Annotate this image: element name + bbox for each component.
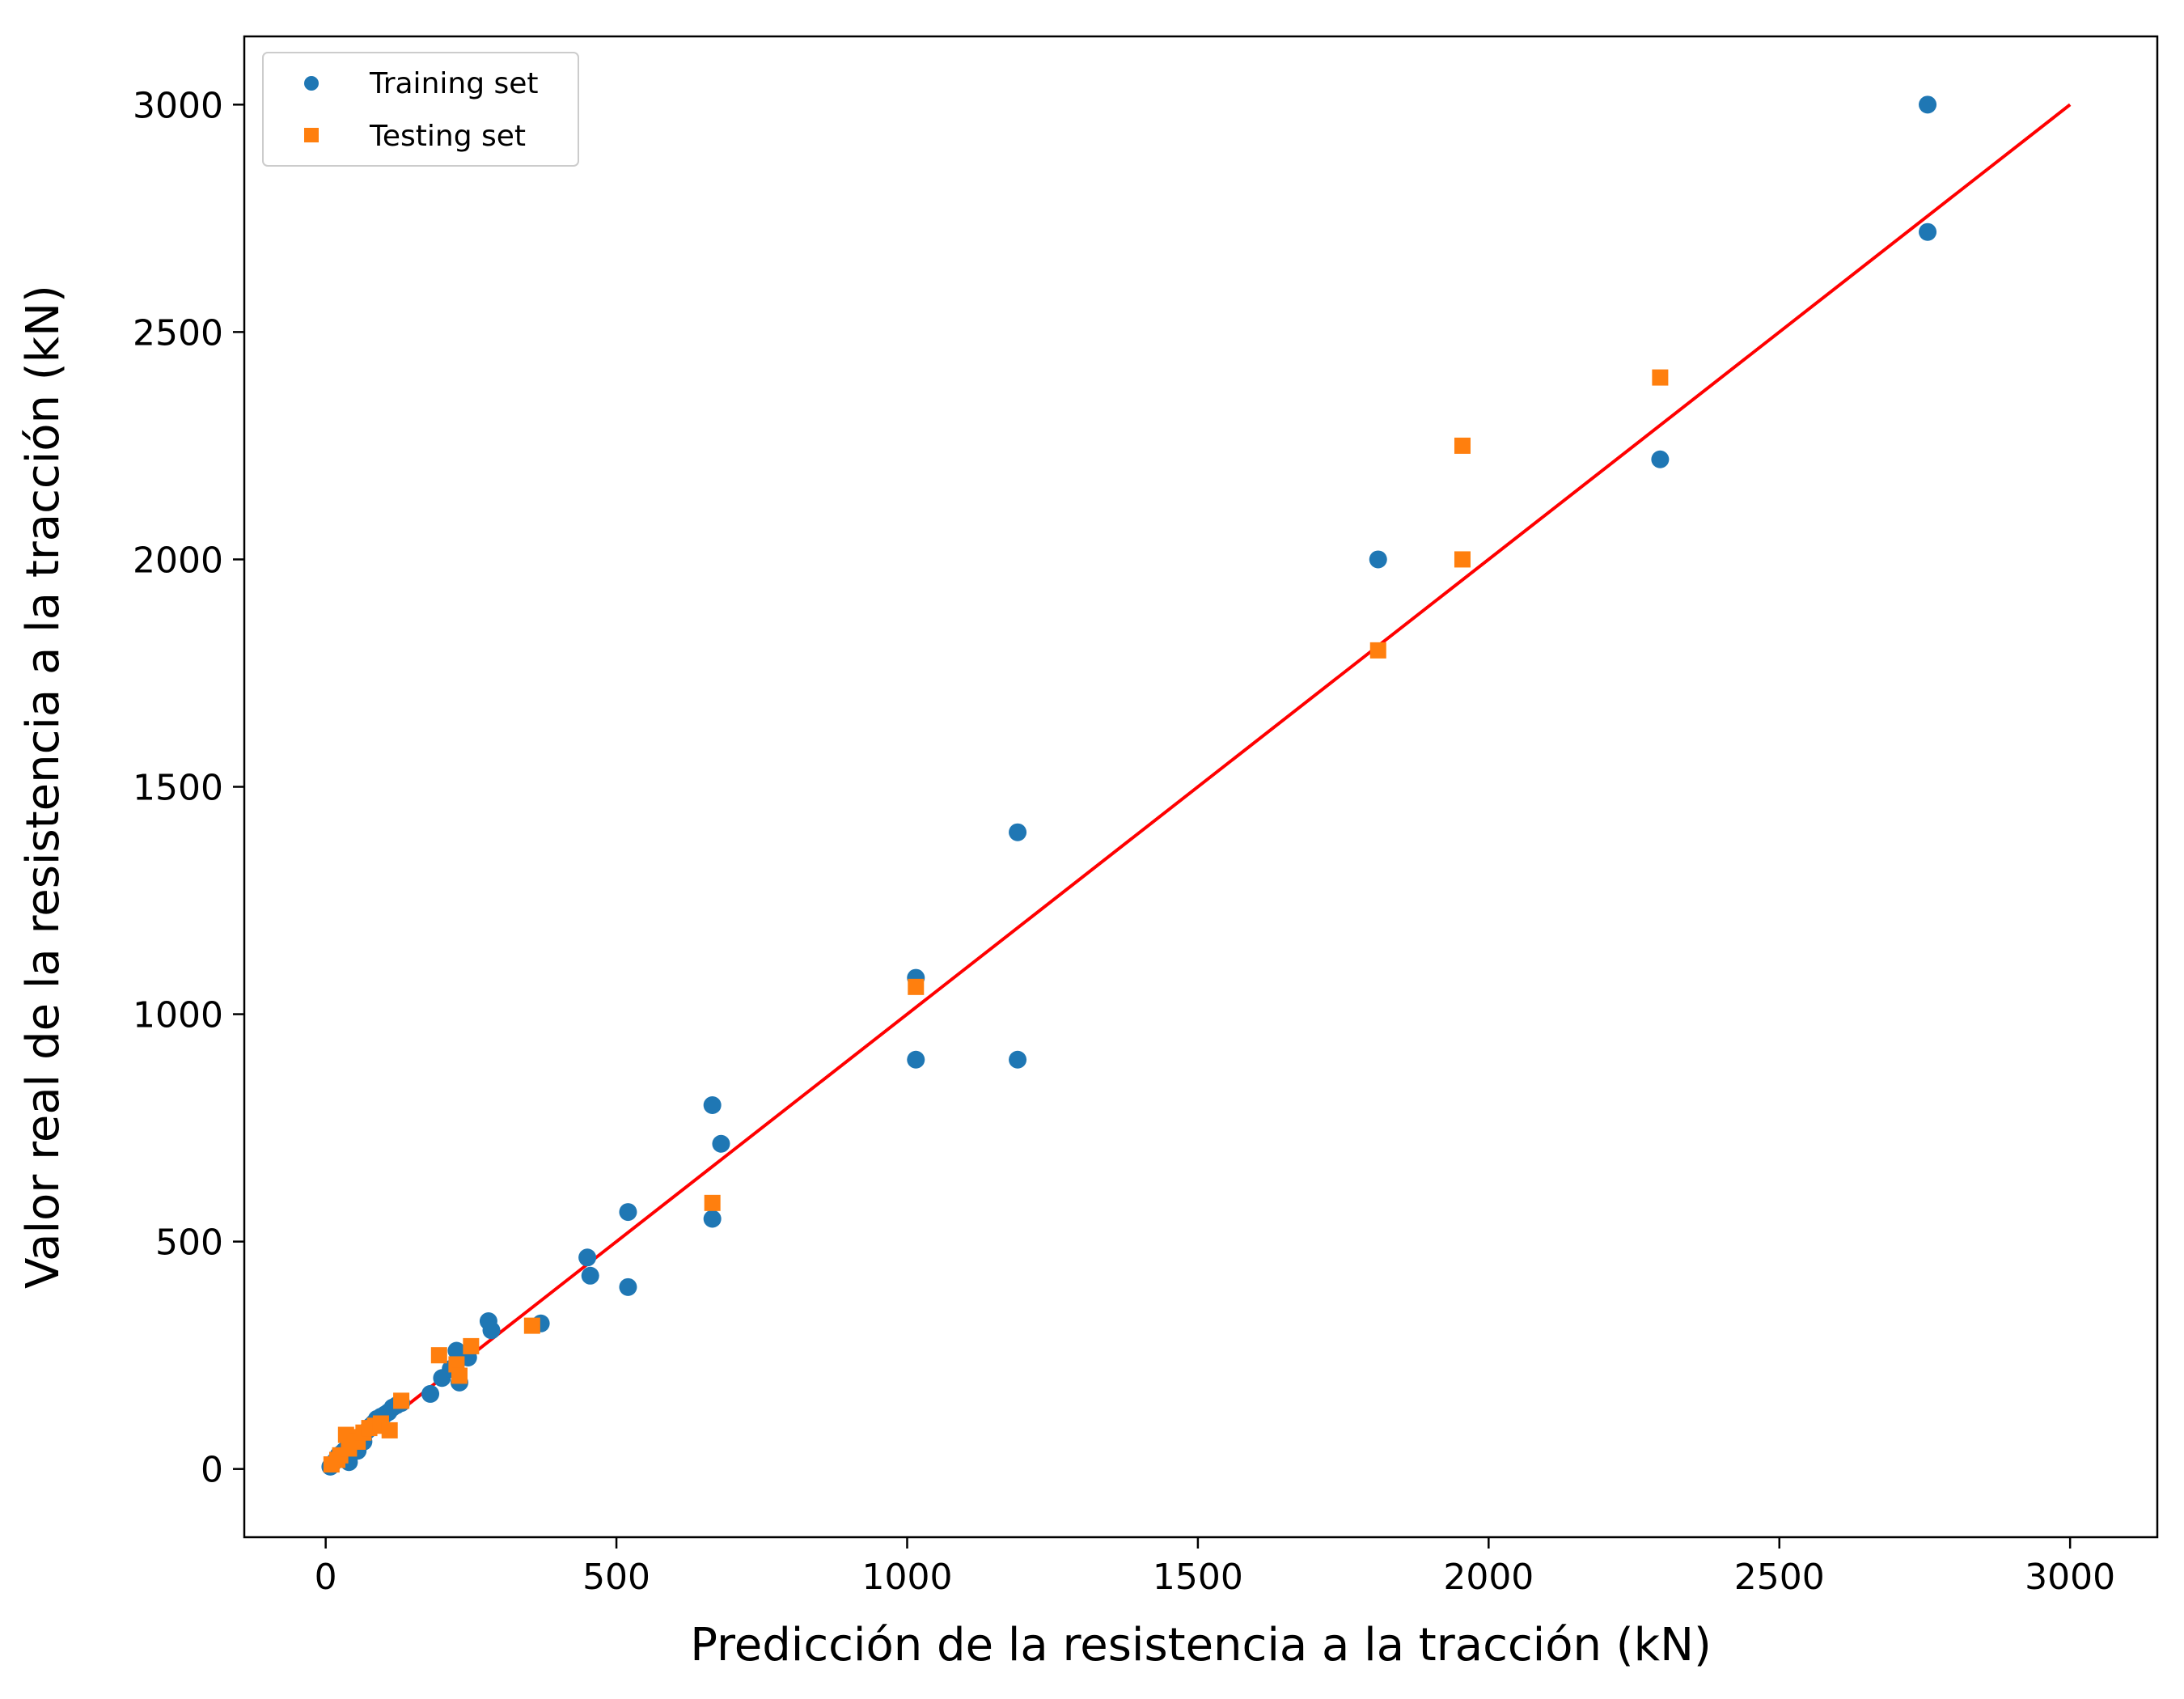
testing-point xyxy=(451,1367,468,1384)
training-point xyxy=(1009,823,1027,841)
x-axis-ticks: 0 500 1000 1500 2000 2500 3000 xyxy=(315,1537,2115,1598)
y-axis-ticks: 0 500 1000 1500 2000 2500 3000 xyxy=(133,85,244,1491)
x-tick-label: 3000 xyxy=(2025,1557,2115,1598)
testing-point xyxy=(381,1421,398,1438)
x-tick-label: 1000 xyxy=(861,1557,952,1598)
testing-point xyxy=(1652,369,1669,386)
x-tick-label: 500 xyxy=(582,1557,650,1598)
x-tick-label: 2500 xyxy=(1734,1557,1825,1598)
training-point xyxy=(1919,222,1937,241)
testing-point xyxy=(1369,642,1386,659)
y-tick-label: 2500 xyxy=(133,312,223,354)
training-point xyxy=(1651,450,1670,468)
testing-point xyxy=(1454,551,1471,568)
training-point xyxy=(421,1384,440,1403)
training-point xyxy=(712,1134,730,1153)
training-point xyxy=(1009,1050,1027,1069)
legend-box xyxy=(262,52,579,167)
y-axis-label: Valor real de la resistencia a la tracci… xyxy=(17,285,70,1289)
testing-point xyxy=(430,1347,447,1364)
y-tick-label: 3000 xyxy=(133,85,223,126)
legend-marker-training xyxy=(304,76,319,91)
legend-label-testing: Testing set xyxy=(369,120,526,153)
training-point xyxy=(1369,550,1387,569)
y-tick-label: 2000 xyxy=(133,540,223,581)
legend: Training set Testing set xyxy=(262,52,579,167)
testing-point xyxy=(908,978,925,995)
x-tick-label: 2000 xyxy=(1443,1557,1534,1598)
training-point xyxy=(703,1210,722,1228)
testing-point xyxy=(523,1317,540,1334)
training-point xyxy=(703,1095,722,1114)
training-point xyxy=(619,1277,637,1296)
training-point xyxy=(619,1203,637,1222)
y-tick-label: 0 xyxy=(201,1450,223,1491)
training-point xyxy=(578,1248,597,1267)
training-point xyxy=(1919,95,1937,114)
y-tick-label: 1000 xyxy=(133,995,223,1036)
legend-label-training: Training set xyxy=(369,67,539,100)
legend-marker-testing xyxy=(304,128,319,142)
testing-point xyxy=(463,1337,480,1354)
x-tick-label: 0 xyxy=(315,1557,337,1598)
x-tick-label: 1500 xyxy=(1153,1557,1243,1598)
testing-point xyxy=(393,1392,410,1409)
y-tick-label: 500 xyxy=(155,1222,223,1264)
y-tick-label: 1500 xyxy=(133,768,223,809)
data-points-layer xyxy=(321,95,1937,1476)
testing-point xyxy=(1454,437,1471,454)
x-axis-label: Predicción de la resistencia a la tracci… xyxy=(690,1619,1712,1671)
training-point xyxy=(907,1050,925,1069)
reference-line-layer xyxy=(324,103,2072,1471)
training-point xyxy=(482,1321,501,1340)
testing-point xyxy=(704,1194,721,1211)
reference-line xyxy=(324,103,2072,1471)
training-point xyxy=(581,1266,599,1285)
